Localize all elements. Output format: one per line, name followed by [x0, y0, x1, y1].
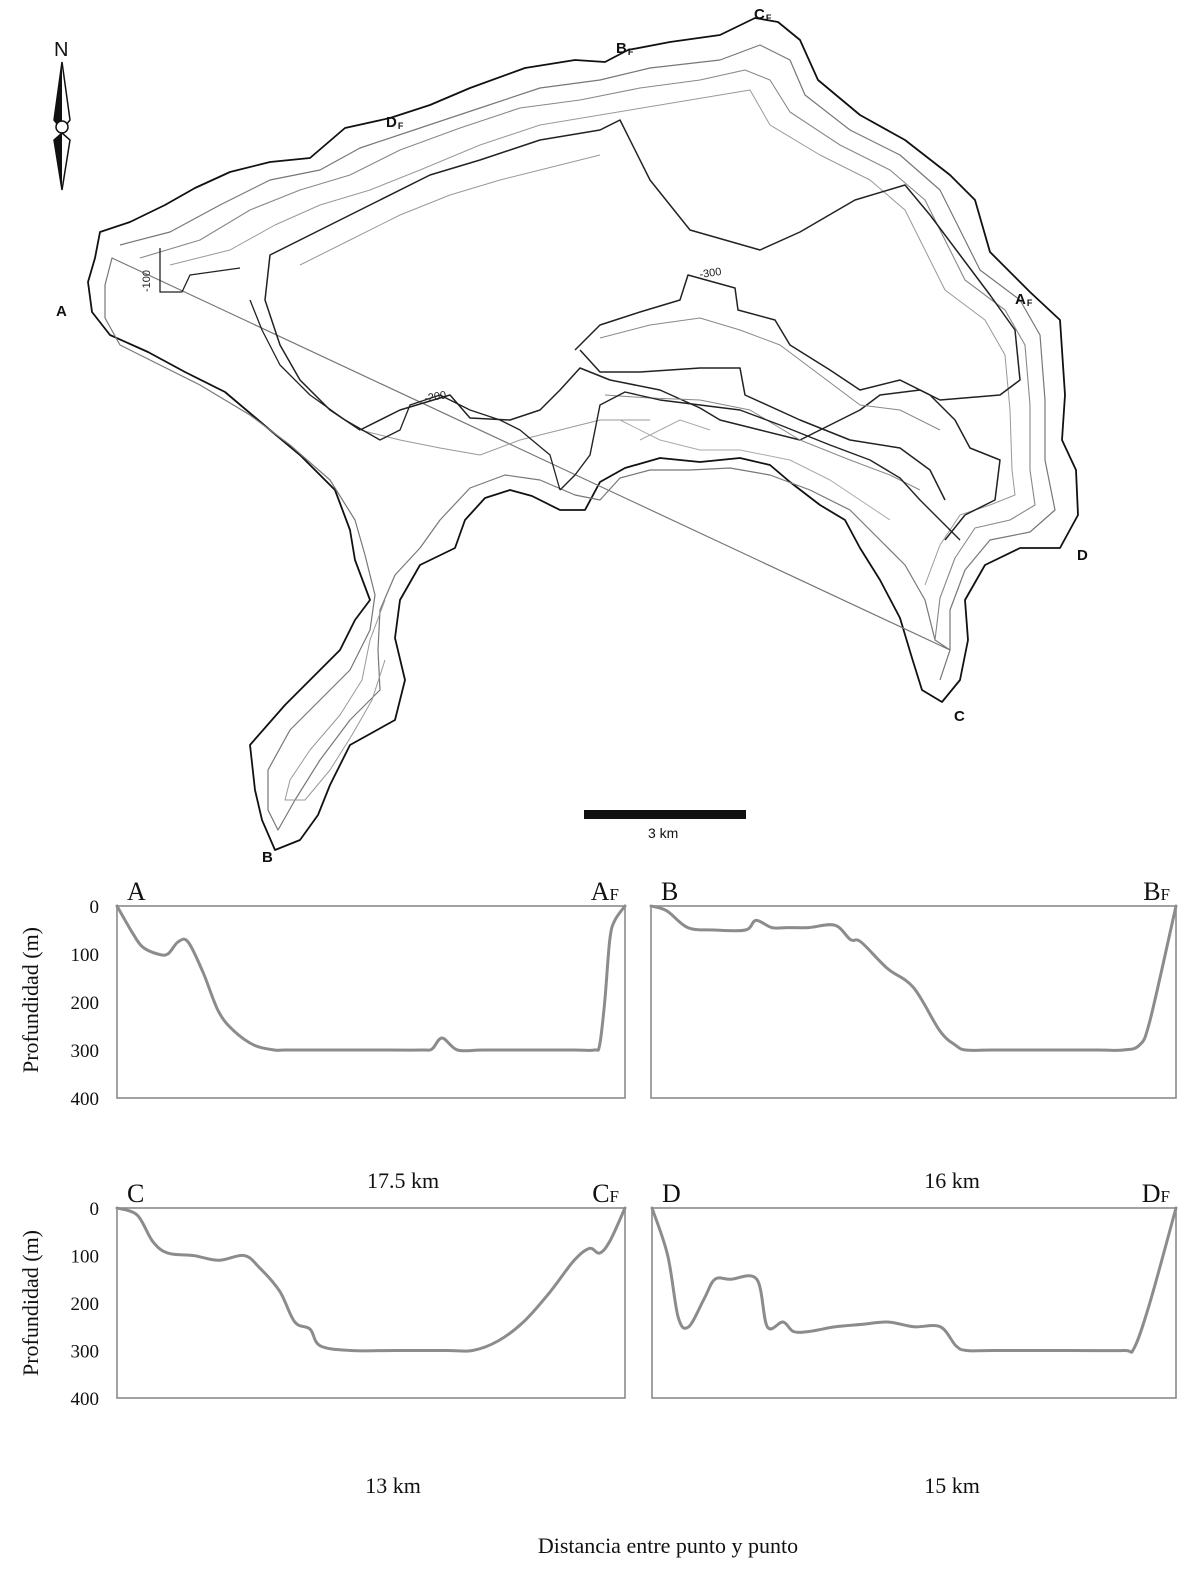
y-tick-label: 300 — [71, 1342, 100, 1363]
start-label: B — [661, 877, 678, 906]
plot-frame — [650, 905, 1177, 1099]
profile-chart-b: B BF 16 km — [649, 877, 1178, 1193]
north-label: N — [54, 39, 68, 61]
y-tick-label: 200 — [71, 1294, 100, 1315]
profile-chart-d: D DF 15 km — [650, 1179, 1178, 1498]
point-b-label: B — [262, 849, 273, 866]
x-axis-title: Distancia entre punto y punto — [538, 1533, 798, 1558]
point-af-label: AF — [1015, 291, 1033, 308]
profile-chart-a: 0 100 200 300 400 A AF 17.5 km — [71, 877, 627, 1193]
plot-frame — [116, 1207, 626, 1399]
depth-profile-line — [649, 904, 1178, 1052]
bathymetric-map: N — [53, 6, 1088, 866]
depth-profile-line — [115, 1206, 627, 1353]
plot-frame — [651, 1207, 1177, 1399]
start-label: D — [662, 1179, 681, 1208]
point-c-label: C — [954, 708, 965, 725]
depth-profile-line — [115, 904, 627, 1053]
y-tick-label: 300 — [71, 1041, 100, 1062]
lake-outline — [87, 17, 1079, 851]
plot-frame — [116, 905, 626, 1099]
point-bf-label: BF — [616, 40, 634, 57]
contour-label-300: -300 — [699, 266, 722, 281]
y-tick-label: 400 — [71, 1389, 100, 1410]
contour-label-200: -200 — [423, 389, 447, 405]
point-a-label: A — [56, 303, 67, 320]
profile-chart-c: 0 100 200 300 400 C CF 13 km — [71, 1179, 627, 1498]
y-tick-label: 100 — [71, 1247, 100, 1268]
y-tick-label: 100 — [71, 945, 100, 966]
distance-label: 13 km — [365, 1473, 421, 1498]
scale-bar: 3 km — [584, 810, 746, 841]
y-tick-label: 0 — [90, 1199, 100, 1220]
start-label: A — [127, 877, 146, 906]
contour-label-100: -100 — [141, 270, 153, 292]
distance-label: 17.5 km — [367, 1168, 439, 1193]
point-cf-label: CF — [754, 6, 772, 23]
profile-charts: 0 100 200 300 400 A AF 17.5 km B BF 16 km 0 100 200 30… — [71, 877, 1178, 1498]
end-label: AF — [591, 877, 619, 906]
end-label: DF — [1142, 1179, 1170, 1208]
distance-label: 16 km — [924, 1168, 980, 1193]
end-label: CF — [592, 1179, 619, 1208]
end-label: BF — [1143, 877, 1170, 906]
y-axis-title-bottom: Profundidad (m) — [18, 1230, 43, 1376]
distance-label: 15 km — [924, 1473, 980, 1498]
shoreline — [87, 17, 1079, 851]
y-tick-label: 200 — [71, 993, 100, 1014]
north-arrow-icon: N — [53, 39, 71, 191]
y-axis-title-top: Profundidad (m) — [18, 927, 43, 1073]
y-tick-label: 400 — [71, 1089, 100, 1110]
point-df-label: DF — [386, 114, 404, 131]
scale-bar-label: 3 km — [648, 825, 678, 841]
start-label: C — [127, 1179, 144, 1208]
point-d-label: D — [1077, 547, 1088, 564]
depth-profile-line — [650, 1206, 1178, 1354]
y-tick-label: 0 — [90, 897, 100, 918]
